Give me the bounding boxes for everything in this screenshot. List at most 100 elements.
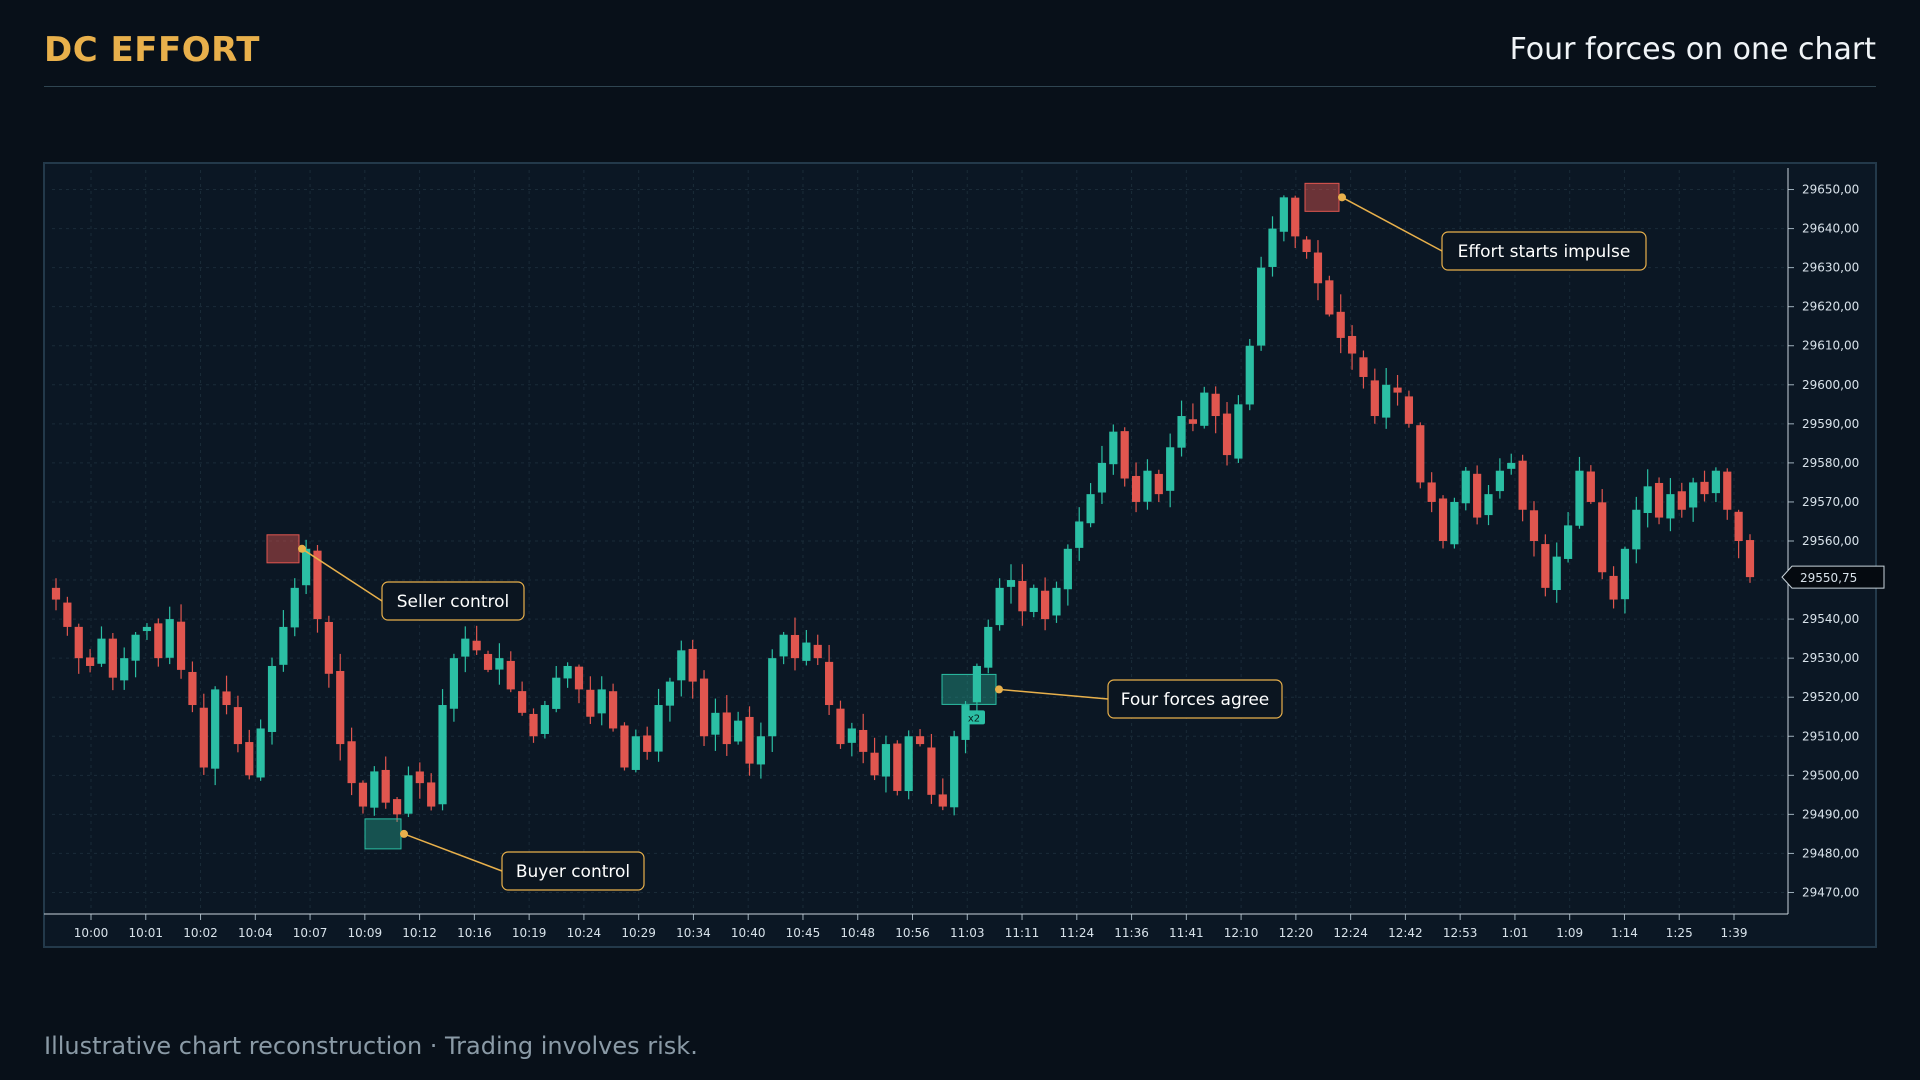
x-tick-label: 1:14 [1611,926,1638,940]
candle-body [1268,228,1277,267]
y-tick-label: 29520,00 [1802,690,1859,704]
candle-body [233,707,242,745]
x-tick-label: 1:25 [1666,926,1693,940]
x-tick-label: 10:48 [840,926,875,940]
candle-body [1438,498,1448,541]
x-tick-label: 12:42 [1388,926,1423,940]
candle-body [86,657,95,666]
candle-body [1393,387,1402,393]
candle-body [1075,521,1084,548]
candle-body [108,638,117,678]
chart-grid [52,170,1788,912]
y-tick-label: 29580,00 [1802,456,1859,470]
candle-body [1416,425,1425,483]
candle-body [688,648,697,682]
candle-body [290,587,299,628]
x-tick-label: 10:34 [676,926,711,940]
candle-body [734,720,743,742]
candle-body [245,742,254,776]
candle-body [506,660,515,690]
candle-body [1473,473,1482,518]
annotation-seller-control[interactable]: Seller control [266,534,525,621]
x-tick-label: 12:53 [1443,926,1478,940]
candle-body [1404,396,1414,424]
candle-body [529,713,538,737]
candle-body [256,728,265,778]
y-tick-label: 29570,00 [1802,495,1859,509]
candle-body [1018,580,1027,612]
candle-body [1222,413,1232,456]
candle-body [1302,239,1311,253]
signal-marker [1304,182,1340,212]
annotation-four-forces-agree[interactable]: Four forces agree x2 [941,673,1283,725]
candle-body [415,771,424,784]
x-axis: 10:00 10:01 10:02 10:04 10:07 10:09 10:12 10:16… [44,913,1788,940]
candle-body [1575,470,1584,526]
candle-body [404,775,413,814]
y-tick-label: 29620,00 [1802,300,1859,314]
candle-body [1552,556,1561,591]
candle-body [74,626,83,659]
candle-body [1529,510,1539,541]
candle-body [836,708,845,745]
annotation-buyer-control[interactable]: Buyer control [364,818,645,891]
candle-body [1427,482,1436,502]
candle-body [1598,502,1607,573]
candle-body [1700,481,1709,495]
x-tick-label: 10:12 [402,926,437,940]
candle-body [563,665,572,679]
candle-body [722,712,731,745]
last-price-label: 29550,75 [1800,571,1857,585]
candle-body [586,689,595,717]
annotation-effort-starts-impulse[interactable]: Effort starts impulse [1304,182,1647,271]
candle-body [347,741,356,784]
candle-body [1734,511,1743,541]
candle-body [802,642,811,661]
x-tick-label: 11:03 [950,926,985,940]
candle-body [1666,494,1675,519]
callout-box [381,581,525,621]
x-tick-label: 1:39 [1721,926,1748,940]
candle-body [165,619,174,658]
candle-body [1177,416,1186,448]
candle-body [495,658,504,670]
x-tick-label: 10:56 [895,926,930,940]
candle-body [813,644,822,659]
candle-body [711,712,720,735]
y-tick-label: 29610,00 [1802,339,1859,353]
x-tick-label: 10:09 [348,926,383,940]
x-tick-label: 10:02 [183,926,218,940]
signal-marker [266,534,300,564]
callout-leader [301,548,383,602]
y-tick-label: 29640,00 [1802,222,1859,236]
candle-body [392,799,402,815]
candle-body [893,743,902,791]
callout-box [1107,679,1283,719]
candle-body [1257,267,1266,346]
callout-label: Buyer control [516,862,630,882]
callout-leader [998,688,1109,700]
candle-body [859,729,868,752]
candles-layer [51,195,1755,822]
candle-body [1097,462,1107,493]
y-tick-label: 29480,00 [1802,846,1859,860]
candle-body [1029,587,1038,612]
callout-dot [1338,193,1346,202]
candle-body [313,550,322,620]
candle-body [995,587,1004,626]
candle-body [381,769,390,803]
candle-body [131,634,140,661]
candle-body [1063,548,1072,590]
candle-body [1643,486,1652,514]
candle-body [1211,393,1220,417]
callout-box [501,851,645,891]
candle-body [1131,475,1141,502]
x-tick-label: 10:45 [786,926,821,940]
candle-body [1279,197,1288,232]
candle-body [302,548,311,586]
y-tick-label: 29590,00 [1802,417,1859,431]
candle-body [211,689,220,769]
candle-body [324,621,333,674]
callout-dot [995,685,1003,694]
